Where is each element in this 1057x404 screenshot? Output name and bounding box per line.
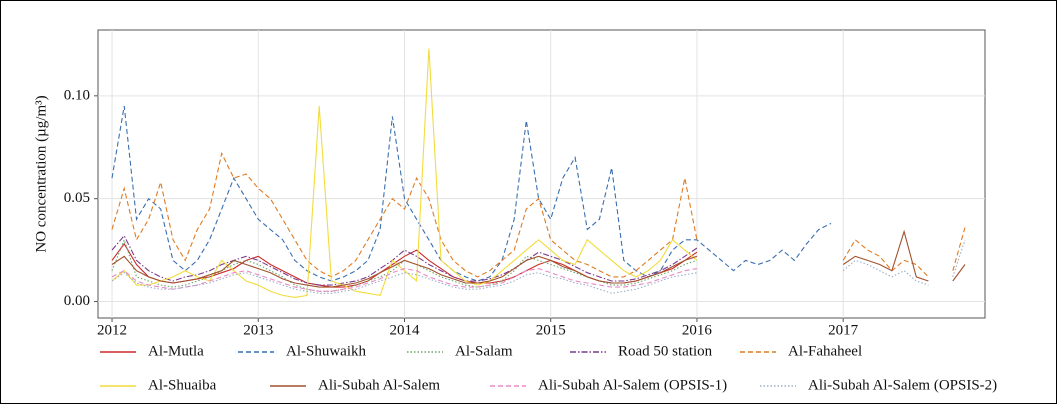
series-line [111, 151, 966, 278]
legend-label: Al-Mutla [148, 343, 204, 359]
x-tick-label: 2017 [828, 322, 859, 338]
x-tick-label: 2014 [389, 322, 420, 338]
legend-label: Al-Shuaiba [148, 377, 217, 393]
y-tick-label: 0.05 [64, 190, 90, 206]
legend-label: Ali-Subah Al-Salem (OPSIS-1) [538, 377, 727, 393]
series-line [111, 239, 966, 294]
x-tick-label: 2016 [682, 322, 713, 338]
legend-label: Al-Shuwaikh [286, 343, 366, 359]
legend-label: Ali-Subah Al-Salem [318, 377, 440, 393]
series-line [111, 229, 966, 288]
y-tick-label: 0.10 [64, 87, 90, 103]
x-tick-label: 2012 [97, 322, 127, 338]
legend-label: Ali-Subah Al-Salem (OPSIS-2) [808, 377, 997, 393]
legend-label: Al-Fahaheel [788, 343, 862, 359]
legend-label: Al-Salam [455, 343, 513, 359]
x-tick-label: 2013 [243, 322, 273, 338]
legend-label: Road 50 station [618, 343, 713, 359]
series-line [111, 268, 697, 292]
x-tick-label: 2015 [536, 322, 566, 338]
series-line [111, 106, 832, 282]
series-line [111, 234, 698, 286]
y-axis-label: NO concentration (µg/m³) [33, 95, 49, 252]
y-tick-label: 0.00 [64, 293, 90, 309]
plot-frame [97, 29, 986, 319]
